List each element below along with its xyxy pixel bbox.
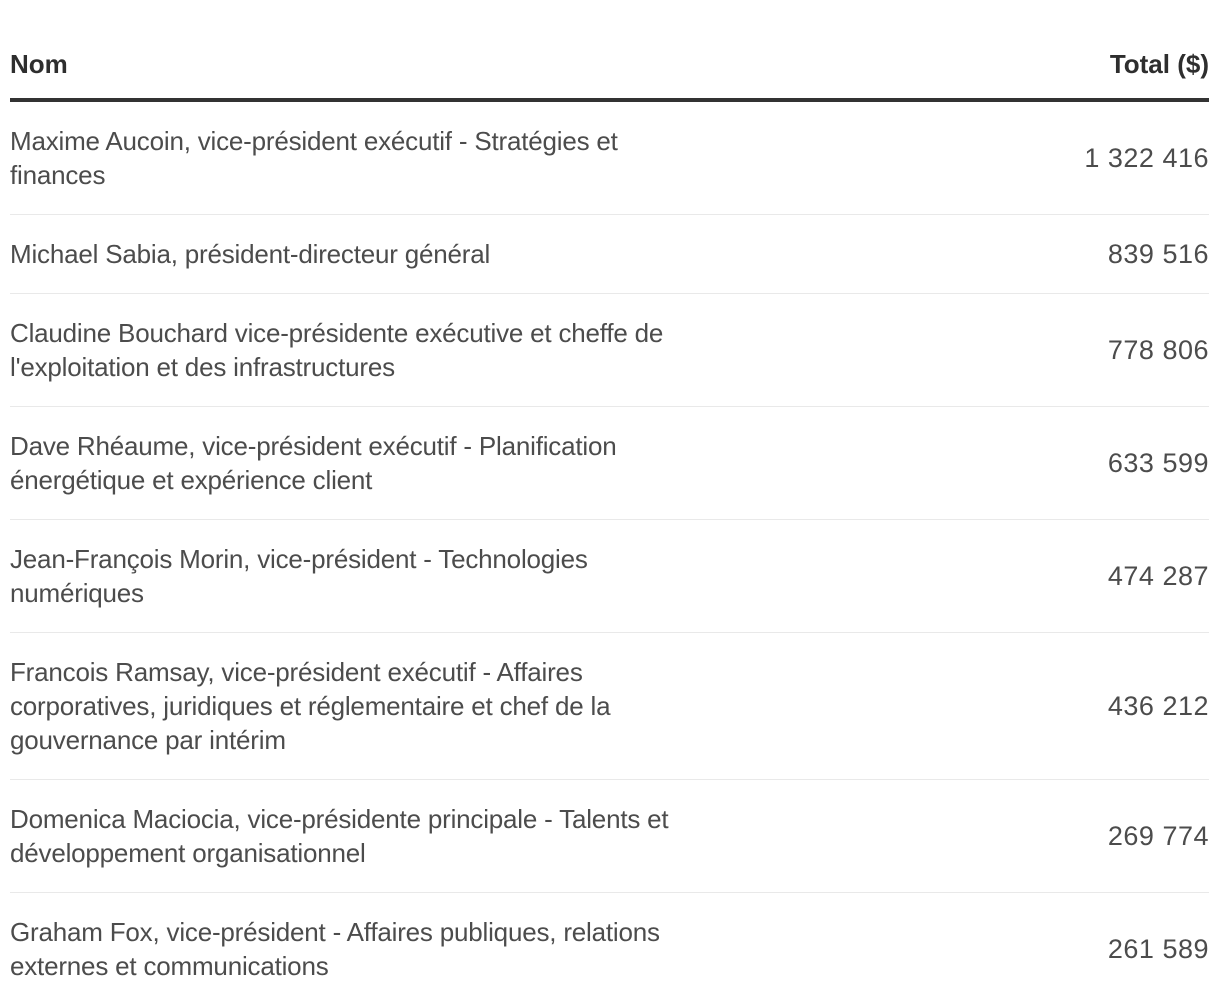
executive-name: Jean-François Morin, vice-président - Te…: [10, 544, 588, 608]
table-row: Domenica Maciocia, vice-présidente princ…: [10, 780, 1209, 893]
total-amount: 778 806: [1107, 334, 1209, 365]
executive-name: Domenica Maciocia, vice-présidente princ…: [10, 804, 669, 868]
executive-name: Michael Sabia, président-directeur génér…: [10, 239, 491, 269]
table-row: Dave Rhéaume, vice-président exécutif - …: [10, 407, 1209, 520]
table-row: Francois Ramsay, vice-président exécutif…: [10, 633, 1209, 780]
executive-name: Francois Ramsay, vice-président exécutif…: [10, 657, 611, 755]
table-header: Nom Total ($): [10, 38, 1209, 102]
table-row: Graham Fox, vice-président - Affaires pu…: [10, 893, 1209, 992]
table-row: Maxime Aucoin, vice-président exécutif -…: [10, 102, 1209, 215]
total-amount: 1 322 416: [1084, 142, 1209, 173]
total-amount: 436 212: [1107, 690, 1209, 721]
total-amount: 474 287: [1107, 560, 1209, 591]
total-amount: 269 774: [1107, 820, 1209, 851]
column-header-name: Nom: [10, 49, 68, 79]
total-amount: 633 599: [1107, 447, 1209, 478]
executive-name: Dave Rhéaume, vice-président exécutif - …: [10, 431, 617, 495]
total-amount: 261 589: [1107, 933, 1209, 964]
column-header-total: Total ($): [1109, 49, 1209, 79]
executive-name: Graham Fox, vice-président - Affaires pu…: [10, 917, 660, 981]
executive-name: Claudine Bouchard vice-présidente exécut…: [10, 318, 664, 382]
total-amount: 839 516: [1107, 238, 1209, 269]
table-row: Michael Sabia, président-directeur génér…: [10, 215, 1209, 294]
table-row: Jean-François Morin, vice-président - Te…: [10, 520, 1209, 633]
table-row: Claudine Bouchard vice-présidente exécut…: [10, 294, 1209, 407]
executive-name: Maxime Aucoin, vice-président exécutif -…: [10, 126, 618, 190]
